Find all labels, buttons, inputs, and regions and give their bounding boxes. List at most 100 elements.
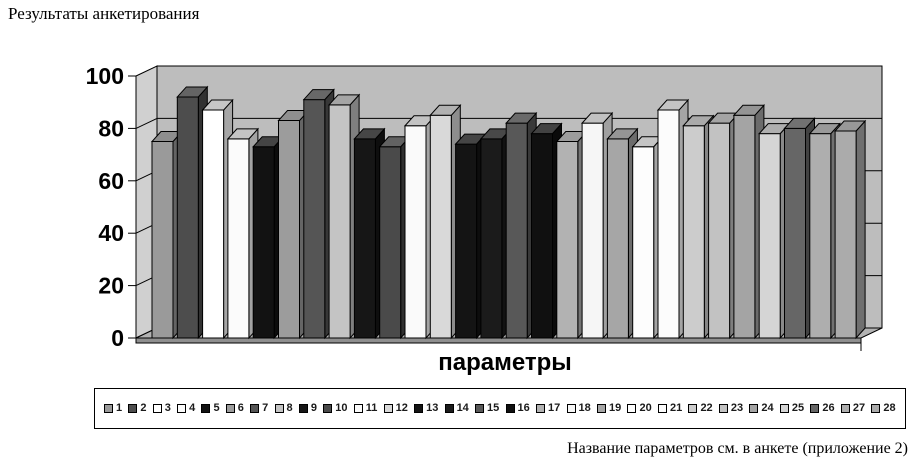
bar-front-face [202,109,225,339]
legend-marker-icon [536,404,546,413]
bar-front-face [353,138,376,339]
bar-front-face [606,138,629,339]
legend-item-label: 18 [578,402,591,414]
bar-front-face [708,122,731,339]
legend-item-label: 24 [761,402,774,414]
bar-top-face [505,112,538,124]
legend-item-label: 4 [189,402,196,414]
legend-marker-icon [779,404,789,413]
bar-top-face [429,104,462,116]
legend-marker-icon [104,404,113,413]
legend: 1 2 3 4 5 6 7 8 9 10 11 12 13 14 15 16 17 18 19 20 21 22 23 24 2… [94,388,906,429]
legend-item-label: 23 [730,402,744,414]
bar-front-face [784,127,806,339]
legend-item: 28 [871,402,896,414]
legend-item-label: 8 [286,402,293,414]
bar-top-face [682,115,715,127]
legend-marker-icon [298,404,308,413]
legend-marker-icon [383,404,393,413]
bar-front-face [227,138,250,339]
bar-front-face [505,122,528,339]
y-axis-label: 100 [86,63,124,89]
legend-marker-icon [749,404,759,413]
bar-front-face [379,146,402,339]
legend-marker-icon [718,404,728,413]
legend-item-label: 19 [608,402,622,414]
legend-item-label: 5 [213,402,220,414]
bar-front-face [480,138,503,339]
bar-top-face [327,94,361,106]
legend-item: 2 [128,403,146,414]
legend-item: 8 [274,402,293,414]
bar-front-face [632,146,655,339]
legend-item: 3 [152,403,171,414]
legend-item-label: 28 [883,402,896,414]
bar-top-face [353,128,386,140]
bar-top-face [606,128,639,140]
legend-marker-icon [627,404,637,413]
legend-item-label: 7 [262,402,269,414]
legend-item-label: 26 [822,402,835,414]
legend-marker-icon [566,404,576,413]
legend-marker-icon [657,404,667,413]
bar-front-face [733,114,756,339]
legend-marker-icon [177,404,187,413]
bar-28 [833,119,867,340]
legend-item-label: 2 [140,402,147,414]
legend-item: 14 [444,403,469,414]
bar-front-face [303,99,326,339]
bar-top-face [808,123,841,135]
bar-front-face [151,141,174,339]
bar-top-face [732,104,766,116]
legend-item: 5 [201,402,220,414]
y-axis-label: 60 [98,168,124,194]
y-axis-label: 20 [98,273,124,299]
legend-marker-icon [353,404,363,413]
legend-item: 13 [414,403,438,414]
legend-marker-icon [596,404,606,413]
legend-marker-icon [323,404,333,413]
legend-item: 22 [688,403,713,414]
bar-top-face [530,123,563,135]
legend-item: 20 [627,402,652,414]
bar-top-face [226,128,260,140]
legend-item: 27 [840,403,865,414]
legend-item: 26 [810,402,835,414]
legend-marker-icon [871,404,881,413]
legend-marker-icon [201,404,211,413]
chart-footnote: Название параметров см. в анкете (прилож… [567,440,908,457]
legend-marker-icon [505,404,515,413]
legend-item: 7 [250,403,268,414]
legend-marker-icon [444,404,454,413]
legend-item-label: 11 [365,402,378,414]
legend-item: 24 [749,402,774,414]
bar-front-face [657,109,680,339]
legend-item-label: 13 [426,402,439,414]
legend-item: 19 [596,402,622,414]
legend-marker-icon [810,404,820,413]
legend-item: 12 [383,402,408,414]
legend-marker-icon [152,404,162,413]
bar-front-face [809,133,832,339]
legend-marker-icon [840,404,850,413]
legend-item-label: 21 [669,402,683,414]
bar-top-face [656,99,690,111]
bar-top-face [302,89,335,101]
legend-marker-icon [274,404,284,413]
x-axis-title: параметры [438,349,572,376]
legend-marker-icon [250,404,260,413]
bar-front-face [531,133,553,339]
legend-marker-icon [128,404,138,413]
legend-item: 23 [718,402,744,414]
bar-top-face [783,117,816,129]
legend-marker-icon [414,404,424,413]
legend-item: 11 [353,402,378,414]
gridline-sidewall [135,117,158,129]
bar-top-face [201,99,234,111]
legend-item: 17 [536,403,560,414]
legend-item-label: 12 [395,402,408,414]
legend-item-label: 17 [548,402,561,414]
legend-item-label: 20 [639,402,652,414]
bar-side-face [855,119,866,340]
